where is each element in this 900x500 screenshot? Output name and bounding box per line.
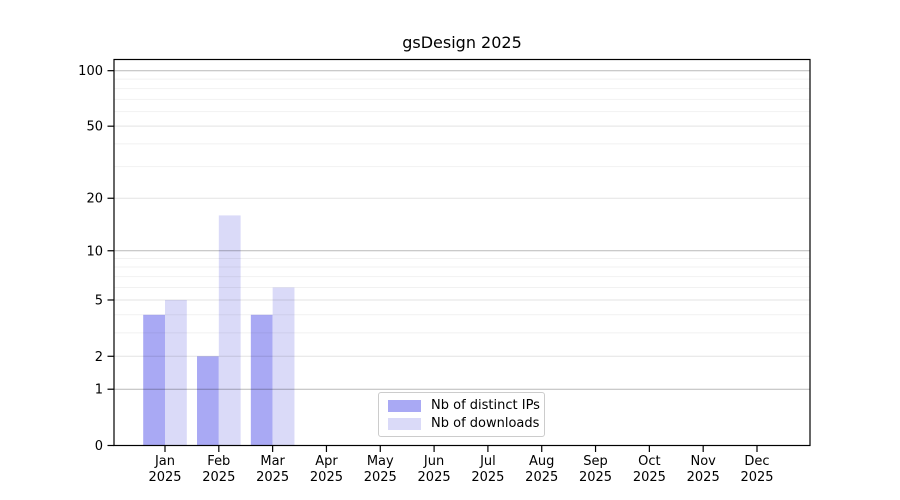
plot-border <box>113 58 811 447</box>
x-tick-label-feb: Feb 2025 <box>202 454 235 485</box>
legend-swatch-distinct-ips <box>388 399 421 412</box>
x-tick-label-nov: Nov 2025 <box>687 454 720 485</box>
x-tick-label-mar: Mar 2025 <box>256 454 289 485</box>
y-tick-label: 100 <box>78 64 103 79</box>
legend-item-downloads: Nb of downloads <box>379 416 544 431</box>
y-tick-label: 10 <box>86 244 103 259</box>
x-tick-label-sep: Sep 2025 <box>579 454 612 485</box>
legend-swatch-downloads <box>388 417 421 430</box>
chart-title: gsDesign 2025 <box>402 33 522 52</box>
x-tick-label-oct: Oct 2025 <box>633 454 666 485</box>
x-tick-label-jan: Jan 2025 <box>148 454 181 485</box>
chart-legend: Nb of distinct IPs Nb of downloads <box>378 392 545 437</box>
x-tick-label-dec: Dec 2025 <box>740 454 773 485</box>
bar-distinct-ips-jan <box>143 314 165 446</box>
legend-item-distinct-ips: Nb of distinct IPs <box>379 398 544 413</box>
x-tick-label-apr: Apr 2025 <box>310 454 343 485</box>
y-tick-label: 0 <box>95 439 103 454</box>
y-tick-label: 5 <box>95 293 103 308</box>
x-tick-label-may: May 2025 <box>364 454 397 485</box>
bar-downloads-jan <box>165 299 187 446</box>
bar-distinct-ips-mar <box>250 314 273 446</box>
legend-label-downloads: Nb of downloads <box>431 416 540 431</box>
x-tick-label-jun: Jun 2025 <box>418 454 451 485</box>
legend-label-distinct-ips: Nb of distinct IPs <box>431 398 540 413</box>
x-tick-label-jul: Jul 2025 <box>471 454 504 485</box>
bar-downloads-feb <box>218 215 241 446</box>
y-tick-label: 50 <box>86 120 103 135</box>
bar-downloads-mar <box>272 287 295 446</box>
bar-distinct-ips-feb <box>197 356 219 446</box>
y-tick-label: 2 <box>95 350 103 365</box>
x-tick-label-aug: Aug 2025 <box>525 454 558 485</box>
y-tick-label: 20 <box>86 192 103 207</box>
y-tick-label: 1 <box>95 383 103 398</box>
